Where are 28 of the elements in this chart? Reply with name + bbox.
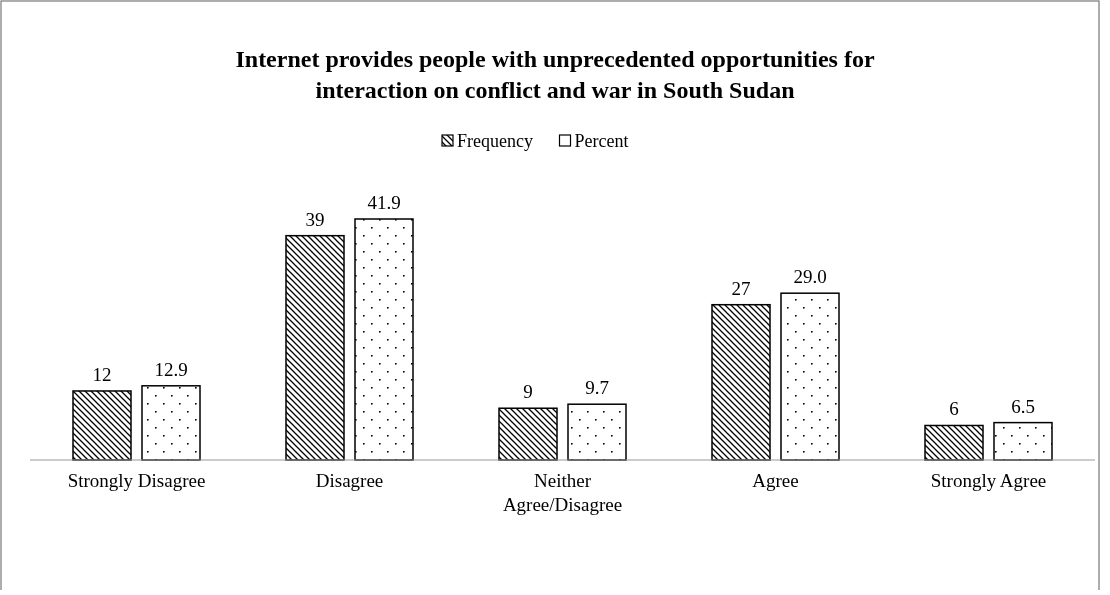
bar bbox=[780, 292, 840, 461]
bar bbox=[993, 421, 1053, 461]
bar bbox=[141, 385, 201, 461]
x-tick-label: Strongly Agree bbox=[930, 470, 1047, 491]
data-label: 9.7 bbox=[585, 377, 609, 399]
bar bbox=[711, 303, 771, 461]
data-label: 29.0 bbox=[793, 266, 827, 288]
data-label: 12 bbox=[92, 363, 112, 385]
bar bbox=[498, 407, 558, 461]
data-label: 27 bbox=[731, 277, 751, 299]
x-tick-label: Agree bbox=[752, 470, 799, 491]
bar bbox=[567, 403, 627, 461]
legend-label: Frequency bbox=[457, 131, 533, 151]
x-tick-label: Neither Agree/Disagree bbox=[502, 470, 623, 515]
x-tick-label: Strongly Disagree bbox=[67, 470, 206, 491]
bar bbox=[924, 424, 984, 461]
data-label: 9 bbox=[523, 381, 533, 403]
x-tick-label: Disagree bbox=[315, 470, 384, 491]
bar bbox=[285, 234, 345, 461]
legend-label: Percent bbox=[574, 131, 629, 151]
data-label: 6.5 bbox=[1011, 395, 1035, 417]
bar bbox=[354, 218, 414, 461]
data-label: 41.9 bbox=[367, 192, 401, 213]
bar bbox=[72, 390, 132, 461]
data-label: 39 bbox=[305, 208, 325, 230]
data-label: 12.9 bbox=[154, 358, 188, 380]
chart-title: Internet provides people with unprecedented opportunities for interaction on conflict and war in South Sudan bbox=[235, 46, 875, 103]
data-label: 6 bbox=[949, 398, 959, 420]
